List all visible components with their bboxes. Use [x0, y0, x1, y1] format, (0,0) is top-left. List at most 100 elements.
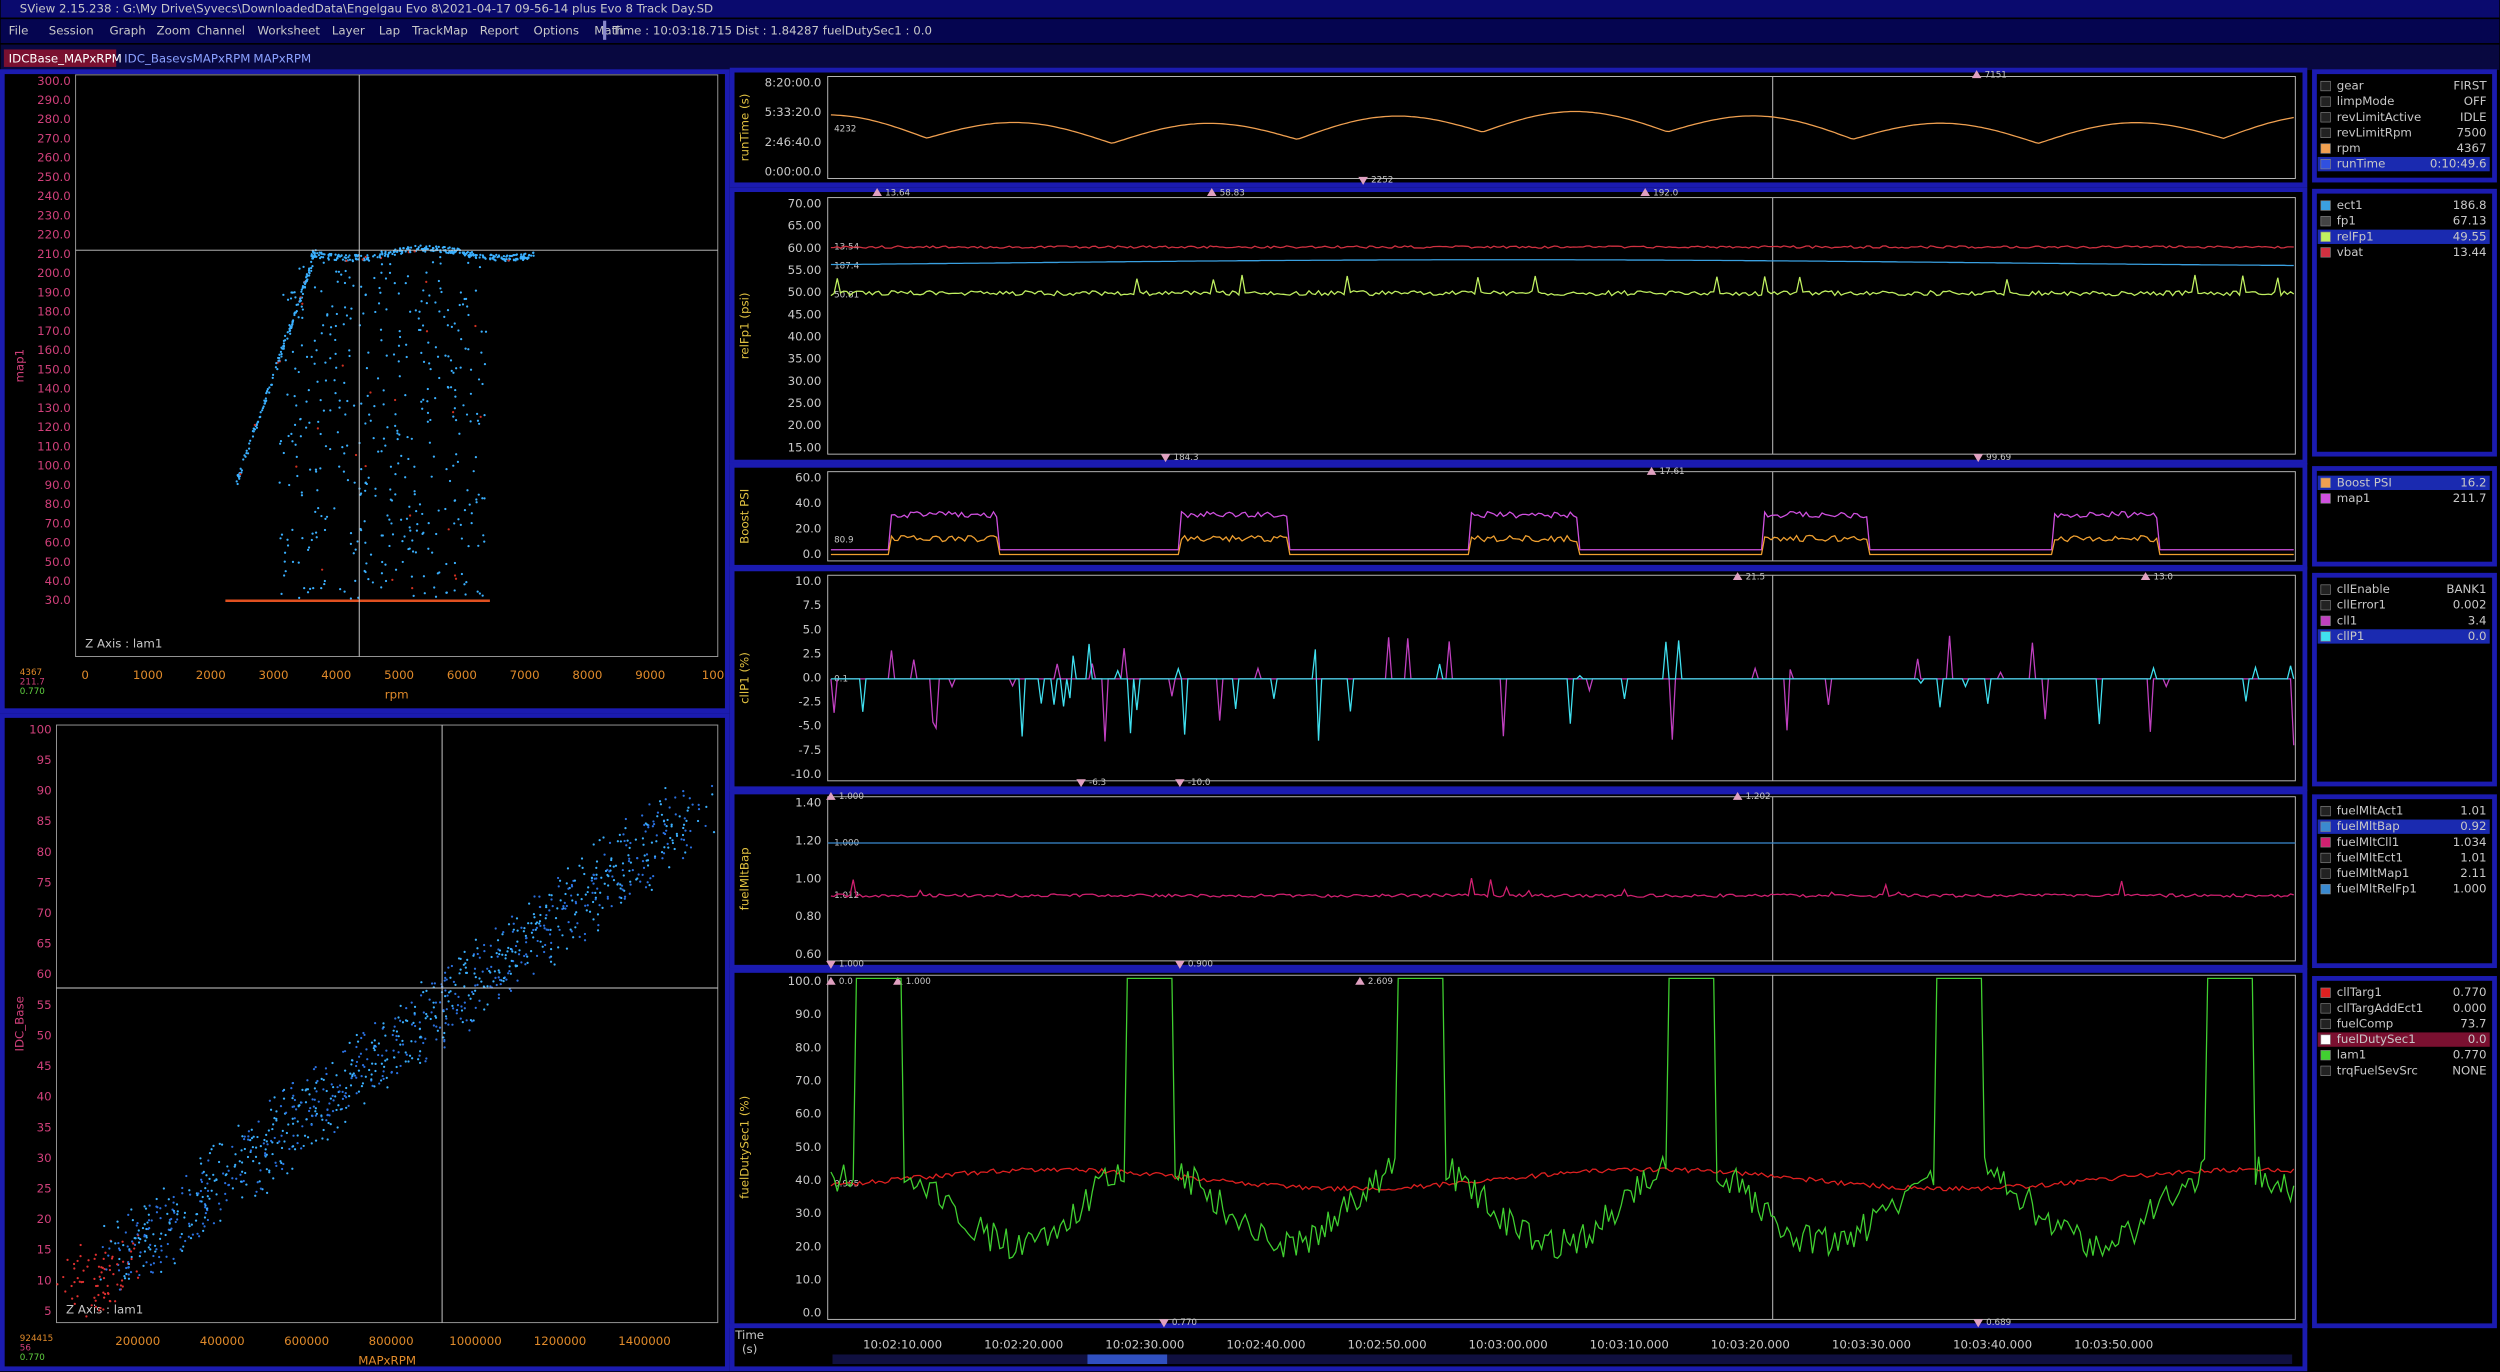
channel-name[interactable]: trqFuelSevSrc — [2337, 1063, 2418, 1077]
scatter-point — [271, 373, 275, 377]
scatter-point — [497, 969, 500, 972]
channel-name[interactable]: ect1 — [2337, 198, 2363, 212]
channel-name[interactable]: fuelMltBap — [2337, 819, 2400, 833]
channel-name[interactable]: cllEnable — [2337, 582, 2390, 596]
channel-color[interactable] — [2320, 231, 2331, 242]
channel-name[interactable]: revLimitActive — [2337, 110, 2421, 124]
scatter-point — [425, 271, 428, 274]
channel-panel — [2312, 572, 2497, 787]
scatter-point — [300, 344, 304, 347]
channel-color[interactable] — [2320, 247, 2331, 258]
channel-color[interactable] — [2320, 112, 2331, 123]
scatter-point — [286, 544, 290, 547]
channel-name[interactable]: vbat — [2337, 245, 2364, 259]
channel-color[interactable] — [2320, 868, 2331, 879]
scatter-point — [204, 1206, 207, 1209]
channel-name[interactable]: relFp1 — [2337, 229, 2374, 243]
scatter-point — [279, 1104, 283, 1108]
channel-name[interactable]: fuelMltAct1 — [2337, 804, 2404, 818]
scatter-point — [671, 839, 674, 842]
scatter-point — [408, 1054, 412, 1057]
channel-name[interactable]: fuelMltCll1 — [2337, 835, 2399, 849]
menu-item[interactable]: Options — [534, 24, 579, 38]
channel-color[interactable] — [2320, 821, 2331, 832]
scrollbar-thumb[interactable] — [1087, 1354, 1168, 1365]
channel-color[interactable] — [2320, 615, 2331, 626]
scatter-point — [429, 1017, 432, 1021]
channel-color[interactable] — [2320, 159, 2331, 170]
channel-color[interactable] — [2320, 852, 2331, 864]
tab[interactable]: IDCBase_MAPxRPM — [9, 51, 122, 65]
scatter-point — [561, 934, 564, 937]
menu-item[interactable]: Session — [49, 24, 94, 38]
scatter-point — [556, 876, 560, 880]
scatter-point — [409, 310, 412, 313]
scatter-point — [310, 266, 313, 270]
channel-name[interactable]: fuelMltEct1 — [2337, 850, 2403, 864]
menu-item[interactable]: Zoom — [157, 24, 191, 38]
channel-name[interactable]: runTime — [2337, 157, 2386, 171]
channel-name[interactable]: limpMode — [2337, 94, 2395, 108]
channel-color[interactable] — [2320, 805, 2331, 817]
scatter-point — [295, 303, 298, 306]
channel-color[interactable] — [2320, 143, 2331, 154]
channel-name[interactable]: cllTargAddEct1 — [2337, 1001, 2423, 1015]
channel-name[interactable]: fuelMltMap1 — [2337, 866, 2410, 880]
channel-color[interactable] — [2320, 127, 2331, 138]
scatter-point — [642, 843, 645, 846]
channel-color[interactable] — [2320, 884, 2331, 895]
scatter-point — [411, 587, 414, 590]
menu-item[interactable]: Lap — [379, 24, 400, 38]
scatter-point — [423, 592, 426, 595]
channel-name[interactable]: cllP1 — [2337, 629, 2365, 643]
menu-item[interactable]: TrackMap — [411, 24, 468, 38]
tab[interactable]: MAPxRPM — [253, 51, 311, 65]
channel-name[interactable]: fuelComp — [2337, 1016, 2394, 1030]
channel-color[interactable] — [2320, 1018, 2331, 1030]
channel-color[interactable] — [2320, 584, 2331, 595]
channel-color[interactable] — [2320, 600, 2331, 611]
menu-item[interactable]: Math — [594, 24, 623, 38]
channel-color[interactable] — [2320, 200, 2331, 211]
y-tick-label: 210.0 — [37, 247, 71, 261]
menu-item[interactable]: Layer — [332, 24, 365, 38]
channel-color[interactable] — [2320, 1065, 2331, 1076]
channel-color[interactable] — [2320, 1034, 2331, 1045]
scatter-point — [437, 279, 440, 283]
channel-name[interactable]: Boost PSI — [2337, 475, 2392, 489]
menu-item[interactable]: Channel — [197, 24, 245, 38]
channel-name[interactable]: cll1 — [2337, 613, 2358, 627]
channel-name[interactable]: cllTarg1 — [2337, 985, 2382, 999]
channel-name[interactable]: fp1 — [2337, 214, 2356, 228]
channel-color[interactable] — [2320, 96, 2331, 107]
menu-item[interactable]: Graph — [110, 24, 146, 38]
channel-name[interactable]: revLimitRpm — [2337, 125, 2412, 139]
channel-color[interactable] — [2320, 477, 2331, 488]
channel-color[interactable] — [2320, 216, 2331, 227]
channel-color[interactable] — [2320, 493, 2331, 504]
channel-name[interactable]: lam1 — [2337, 1048, 2366, 1062]
scatter-point — [276, 368, 279, 371]
channel-color[interactable] — [2320, 80, 2331, 92]
channel-name[interactable]: fuelMltRelFp1 — [2337, 882, 2417, 896]
menu-item[interactable]: Report — [480, 24, 519, 38]
scatter-point — [470, 512, 473, 515]
channel-color[interactable] — [2320, 837, 2331, 848]
channel-color[interactable] — [2320, 1003, 2331, 1014]
scatter-point — [393, 253, 396, 256]
channel-name[interactable]: gear — [2337, 79, 2364, 93]
channel-name[interactable]: cllError1 — [2337, 598, 2386, 612]
scatter-point — [164, 1204, 167, 1207]
menu-item[interactable]: Worksheet — [257, 24, 320, 38]
channel-name[interactable]: rpm — [2337, 141, 2361, 155]
scatter-point — [395, 1038, 398, 1042]
scatter-point — [567, 921, 570, 924]
channel-color[interactable] — [2320, 1050, 2331, 1061]
channel-name[interactable]: map1 — [2337, 491, 2371, 505]
channel-color[interactable] — [2320, 987, 2331, 998]
channel-color[interactable] — [2320, 631, 2331, 642]
tab[interactable]: IDC_BasevsMAPxRPM — [124, 51, 250, 65]
scatter-point — [652, 875, 655, 878]
channel-name[interactable]: fuelDutySec1 — [2337, 1032, 2416, 1046]
menu-item[interactable]: File — [9, 24, 29, 38]
